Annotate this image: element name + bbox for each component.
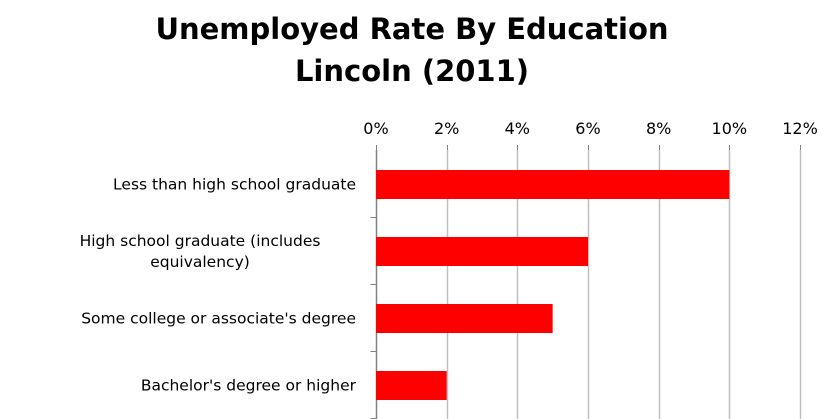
- x-tick-label: 2%: [434, 119, 459, 138]
- bar: [376, 371, 447, 400]
- x-tick-label: 10%: [712, 119, 748, 138]
- x-tick-label: 0%: [363, 119, 388, 138]
- labels: 0% 2% 4% 6% 8% 10% 12% Less than high school gr…: [80, 119, 818, 395]
- bar: [376, 304, 553, 333]
- x-tick-label: 8%: [646, 119, 671, 138]
- category-label: equivalency): [150, 253, 250, 271]
- chart-title-line-1: Unemployed Rate By Education: [155, 12, 669, 46]
- bar: [376, 237, 588, 266]
- bar: [376, 170, 730, 199]
- chart-title: Unemployed Rate By Education Lincoln (20…: [0, 8, 824, 92]
- bars: [376, 170, 730, 400]
- x-tick-label: 6%: [575, 119, 600, 138]
- category-label: High school graduate (includes: [80, 232, 321, 250]
- chart-title-line-2: Lincoln (2011): [294, 54, 530, 88]
- x-tick-label: 12%: [782, 119, 818, 138]
- category-label: Bachelor's degree or higher: [141, 377, 357, 395]
- category-label: Some college or associate's degree: [81, 310, 356, 328]
- x-tick-label: 4%: [505, 119, 530, 138]
- category-label: Less than high school graduate: [113, 176, 356, 194]
